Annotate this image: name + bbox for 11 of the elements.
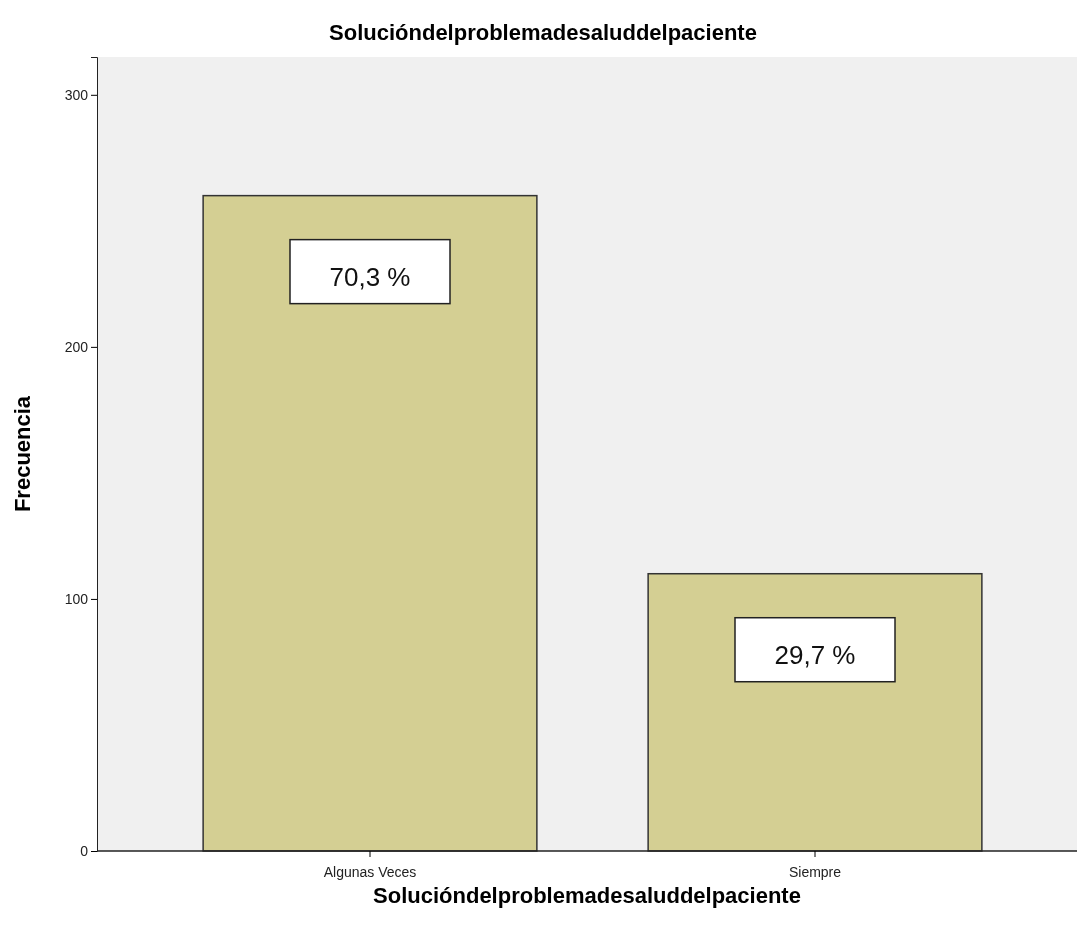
annotation: 70,3 % bbox=[329, 261, 411, 292]
x-tick-label: Siempre bbox=[788, 863, 842, 880]
y-tick-label: 0 bbox=[80, 842, 89, 859]
chart-title: Solucióndelproblemadesaluddelpaciente bbox=[329, 20, 757, 45]
y-axis-title: Frecuencia bbox=[10, 395, 35, 513]
y-tick-label: 200 bbox=[64, 338, 89, 355]
x-tick-label: Algunas Veces bbox=[323, 863, 417, 880]
annotation: 29,7 % bbox=[774, 639, 856, 670]
x-axis-title: Solucióndelproblemadesaluddelpaciente bbox=[373, 883, 801, 908]
y-tick-label: 300 bbox=[64, 86, 89, 103]
y-tick-label: 100 bbox=[64, 590, 89, 607]
